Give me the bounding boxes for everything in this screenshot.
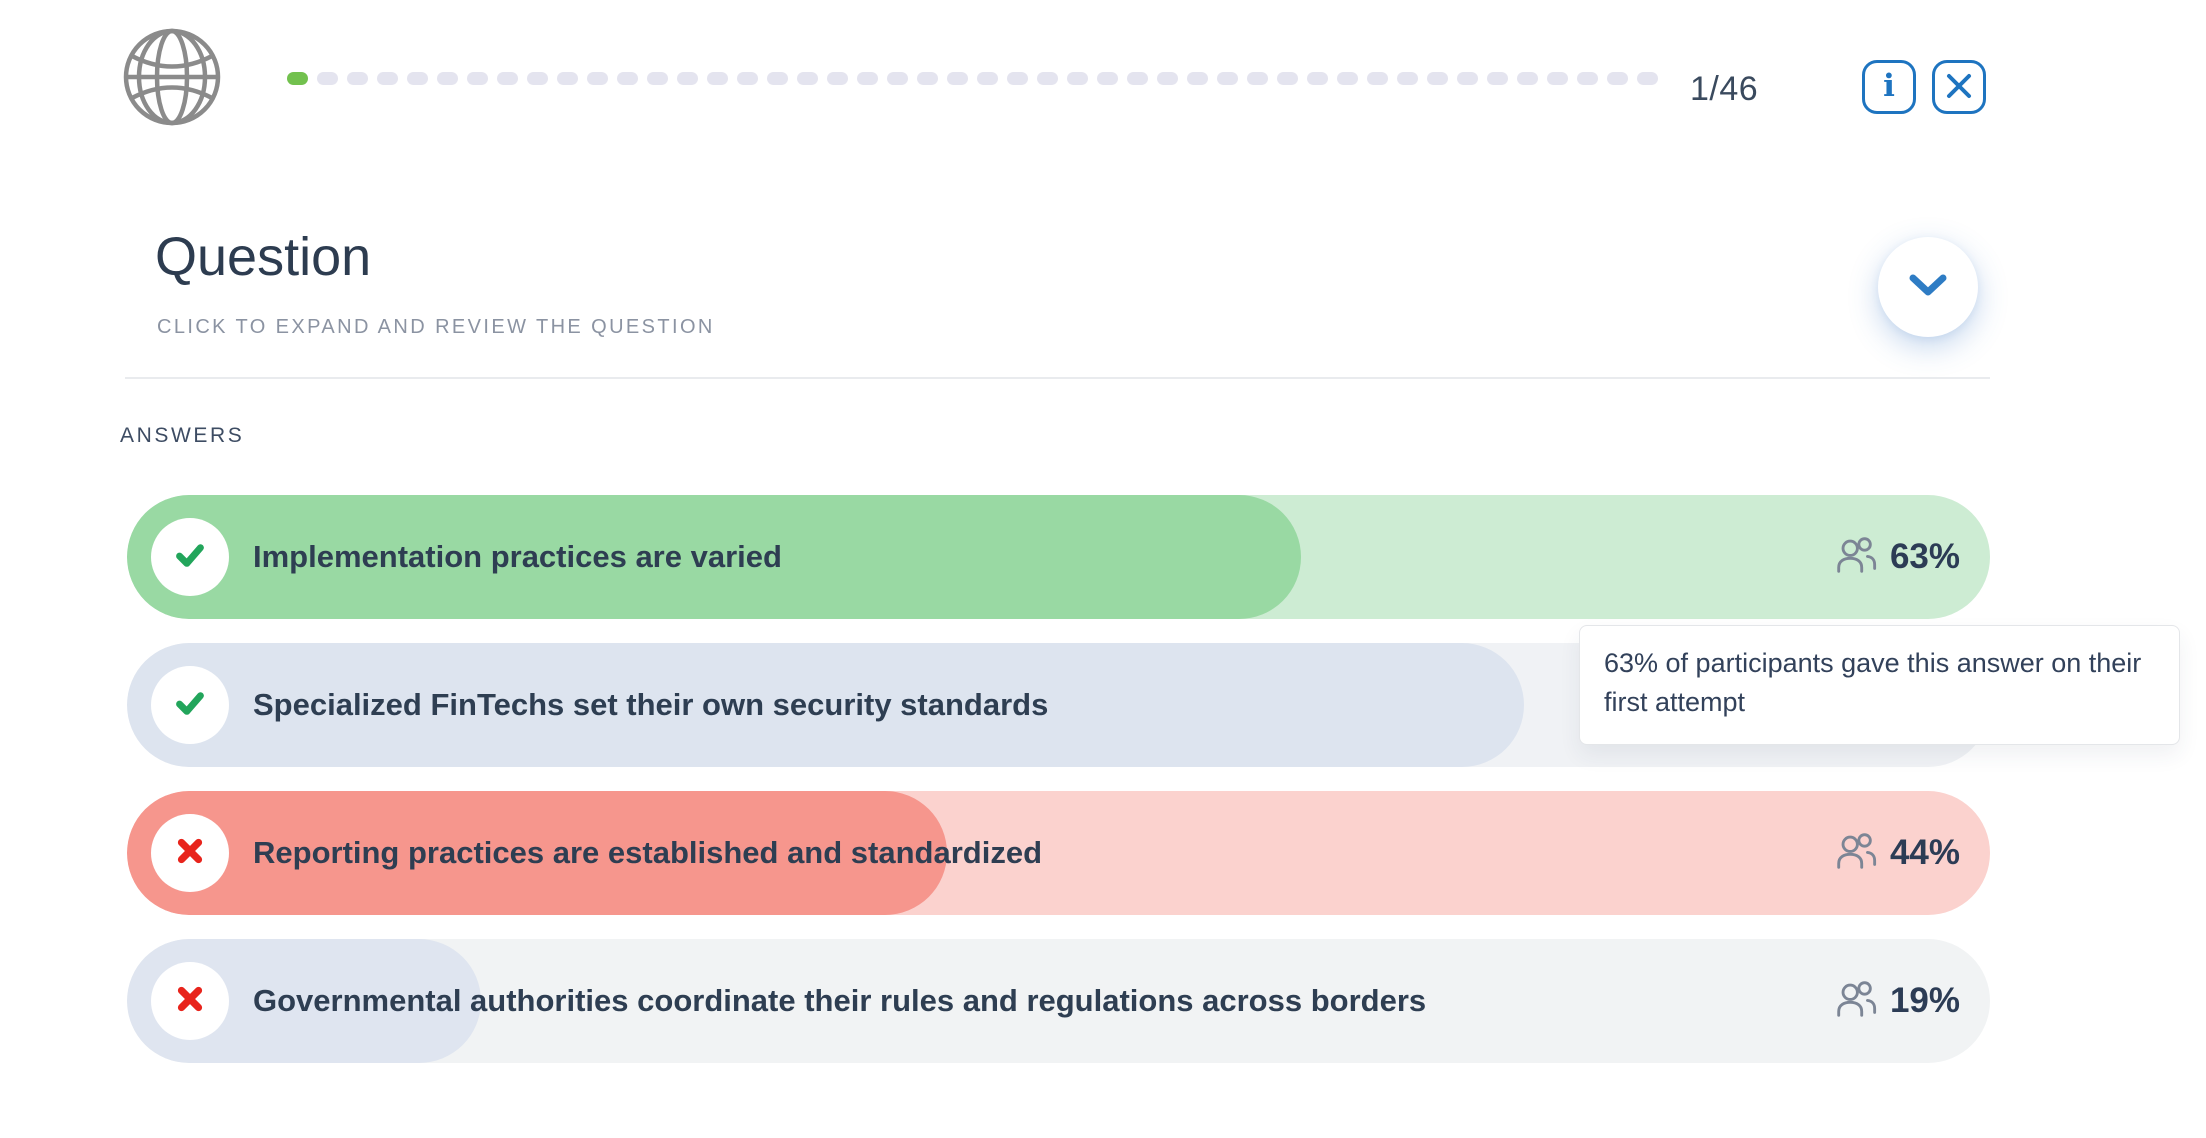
mark-circle	[151, 814, 229, 892]
progress-dot	[497, 72, 518, 85]
progress-dot	[1637, 72, 1658, 85]
close-icon	[1945, 72, 1973, 103]
progress-dot	[347, 72, 368, 85]
progress-counter: 1/46	[1690, 70, 1759, 108]
answer-text: Implementation practices are varied	[253, 539, 782, 574]
progress-dot	[1307, 72, 1328, 85]
answers-list: Implementation practices are varied 63% …	[127, 495, 1990, 1087]
participants-icon	[1832, 976, 1878, 1027]
progress-dot	[467, 72, 488, 85]
answer-stats[interactable]: 44%	[1832, 791, 1960, 915]
question-title: Question	[155, 227, 372, 287]
info-button[interactable]: i	[1862, 60, 1916, 114]
progress-dot	[377, 72, 398, 85]
answer-row[interactable]: Governmental authorities coordinate thei…	[127, 939, 1990, 1063]
progress-dot	[527, 72, 548, 85]
progress-dot	[887, 72, 908, 85]
divider	[125, 377, 1990, 379]
progress-dot	[1067, 72, 1088, 85]
mark-circle	[151, 666, 229, 744]
progress-dots	[287, 72, 1658, 85]
progress-dot	[587, 72, 608, 85]
progress-dot	[1397, 72, 1418, 85]
progress-dot	[1367, 72, 1388, 85]
progress-dot	[947, 72, 968, 85]
progress-dot	[1277, 72, 1298, 85]
progress-dot	[677, 72, 698, 85]
progress-dot	[917, 72, 938, 85]
globe-icon	[122, 26, 222, 128]
progress-dot	[1577, 72, 1598, 85]
progress-dot	[617, 72, 638, 85]
answer-percentage: 44%	[1889, 833, 1960, 872]
progress-dot	[827, 72, 848, 85]
progress-dot	[407, 72, 428, 85]
progress-dot	[1457, 72, 1478, 85]
cross-icon	[171, 832, 209, 875]
progress-dot	[737, 72, 758, 85]
check-icon	[169, 534, 211, 581]
progress-dot-active	[287, 72, 308, 85]
check-icon	[169, 682, 211, 729]
progress-dot	[1157, 72, 1178, 85]
question-expand-hint[interactable]: CLICK TO EXPAND AND REVIEW THE QUESTION	[157, 316, 715, 338]
mark-circle	[151, 518, 229, 596]
answer-percentage: 19%	[1889, 981, 1960, 1020]
progress-dot	[1037, 72, 1058, 85]
progress-dot	[767, 72, 788, 85]
stats-tooltip: 63% of participants gave this answer on …	[1579, 625, 2180, 745]
answer-fill-bar	[127, 495, 1301, 619]
chevron-down-icon	[1908, 274, 1948, 301]
info-icon: i	[1883, 67, 1895, 104]
progress-dot	[1427, 72, 1448, 85]
progress-dot	[1217, 72, 1238, 85]
cross-icon	[171, 980, 209, 1023]
progress-dot	[1547, 72, 1568, 85]
answer-fill-bar	[127, 643, 1525, 767]
answer-stats[interactable]: 19%	[1832, 939, 1960, 1063]
progress-dot	[1007, 72, 1028, 85]
answer-stats[interactable]: 63%	[1832, 495, 1960, 619]
answer-row[interactable]: Implementation practices are varied 63%	[127, 495, 1990, 619]
answer-percentage: 63%	[1889, 537, 1960, 576]
progress-dot	[1097, 72, 1118, 85]
progress-dot	[1487, 72, 1508, 85]
answers-label: ANSWERS	[120, 424, 245, 447]
progress-dot	[317, 72, 338, 85]
progress-dot	[1337, 72, 1358, 85]
progress-dot	[557, 72, 578, 85]
progress-dot	[1607, 72, 1628, 85]
expand-question-button[interactable]	[1878, 237, 1978, 337]
progress-dot	[977, 72, 998, 85]
participants-icon	[1832, 532, 1878, 583]
progress-dot	[1247, 72, 1268, 85]
progress-dot	[707, 72, 728, 85]
progress-dot	[647, 72, 668, 85]
progress-dot	[797, 72, 818, 85]
answer-text: Reporting practices are established and …	[253, 835, 1043, 870]
answer-row[interactable]: Reporting practices are established and …	[127, 791, 1990, 915]
answer-text: Governmental authorities coordinate thei…	[253, 983, 1427, 1018]
progress-dot	[1127, 72, 1148, 85]
answer-text: Specialized FinTechs set their own secur…	[253, 687, 1049, 722]
progress-dot	[437, 72, 458, 85]
progress-dot	[1187, 72, 1208, 85]
mark-circle	[151, 962, 229, 1040]
close-button[interactable]	[1932, 60, 1986, 114]
progress-dot	[1517, 72, 1538, 85]
answer-fill-bar	[127, 791, 947, 915]
progress-dot	[857, 72, 878, 85]
top-bar: 1/46 i	[0, 0, 2206, 160]
participants-icon	[1832, 828, 1878, 879]
